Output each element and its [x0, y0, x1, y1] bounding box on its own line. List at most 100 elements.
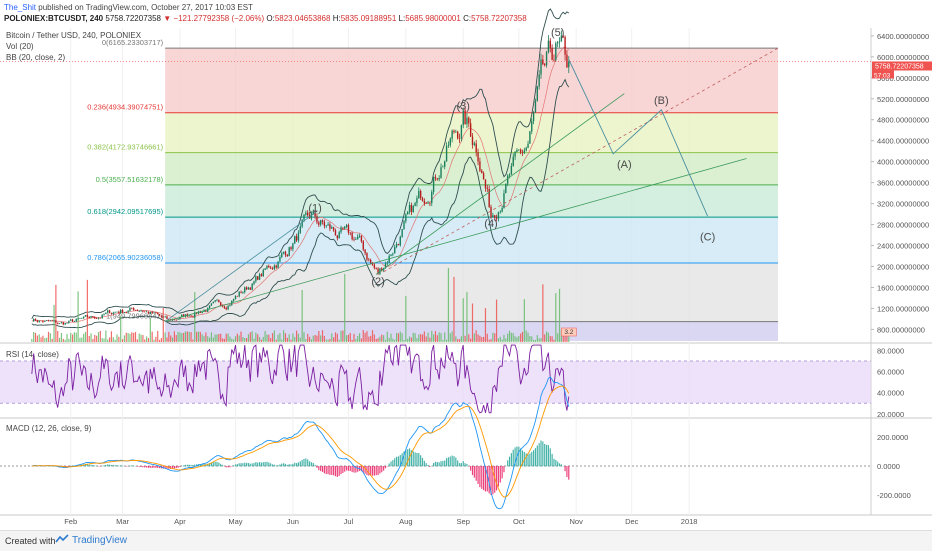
macd-histogram-bar — [192, 465, 193, 466]
volume-bar — [244, 338, 245, 342]
volume-bar — [411, 338, 412, 342]
candle-body — [303, 215, 304, 220]
volume-bar — [466, 292, 467, 342]
candle-body — [390, 255, 391, 256]
volume-bar — [268, 335, 269, 342]
volume-bar — [526, 330, 527, 342]
macd-histogram-bar — [392, 460, 393, 466]
chart-title-legend[interactable]: Bitcoin / Tether USD, 240, POLONIEX — [6, 31, 141, 40]
bollinger-legend[interactable]: BB (20, close, 2) — [6, 53, 65, 62]
fib-zone — [165, 153, 778, 185]
candle-body — [301, 220, 302, 227]
candle-body — [322, 220, 323, 221]
volume-bar — [440, 333, 441, 342]
volume-bar — [129, 334, 130, 342]
volume-bar — [133, 333, 134, 342]
macd-histogram-bar — [463, 461, 464, 466]
chart-canvas[interactable]: 0(6165.23303717)0.236(4934.39074751)0.38… — [0, 0, 932, 530]
volume-bar — [331, 333, 332, 342]
volume-bar — [479, 336, 480, 342]
ohlc-close-label: C: — [463, 14, 471, 23]
macd-histogram-bar — [150, 466, 151, 468]
macd-histogram-bar — [479, 466, 480, 487]
candle-body — [127, 311, 128, 313]
candle-body — [266, 266, 267, 269]
rsi-legend[interactable]: RSI (14, close) — [6, 350, 59, 359]
volume-bar — [437, 335, 438, 342]
macd-legend[interactable]: MACD (12, 26, close, 9) — [6, 424, 91, 433]
volume-bar — [239, 335, 240, 342]
macd-histogram-bar — [318, 466, 319, 470]
volume-bar — [500, 337, 501, 342]
candle-body — [126, 312, 127, 313]
macd-histogram-bar — [235, 464, 236, 466]
volume-bar — [237, 334, 238, 342]
macd-histogram-bar — [227, 466, 228, 467]
macd-histogram-bar — [220, 464, 221, 466]
macd-histogram-bar — [327, 466, 328, 474]
macd-histogram-bar — [452, 456, 453, 467]
candle-body — [139, 311, 140, 312]
volume-bar — [335, 332, 336, 342]
volume-bar — [87, 280, 88, 342]
volume-bar — [357, 336, 358, 342]
macd-histogram-bar — [118, 466, 119, 467]
volume-bar — [296, 331, 297, 342]
candle-body — [92, 316, 93, 317]
candle-body — [457, 132, 458, 139]
macd-histogram-bar — [331, 466, 332, 475]
candle-body — [250, 288, 251, 290]
macd-histogram-bar — [500, 466, 501, 483]
volume-bar — [476, 330, 477, 342]
candle-body — [340, 227, 341, 232]
macd-histogram-bar — [466, 464, 467, 466]
volume-bar — [103, 338, 104, 342]
macd-histogram-bar — [229, 466, 230, 467]
volume-bar — [431, 331, 432, 342]
tradingview-brand[interactable]: TradingView — [72, 535, 127, 546]
volume-bar — [483, 337, 484, 342]
candle-body — [94, 317, 95, 318]
volume-bar — [144, 339, 145, 342]
volume-bar — [118, 337, 119, 342]
volume-bar — [520, 334, 521, 342]
volume-bar — [387, 332, 388, 342]
price-tick-label: 6400.00000000 — [877, 32, 929, 41]
volume-bar — [464, 336, 465, 342]
volume-bar — [472, 304, 473, 342]
candle-body — [300, 227, 301, 233]
macd-histogram-bar — [461, 463, 462, 466]
candle-body — [53, 320, 54, 321]
volume-bar — [85, 332, 86, 342]
candle-body — [431, 192, 432, 203]
candle-body — [400, 237, 401, 245]
ohlc-open-label: O: — [266, 14, 274, 23]
candle-body — [118, 312, 119, 313]
macd-histogram-bar — [344, 466, 345, 472]
author-link[interactable]: The_Shit — [4, 3, 36, 12]
candle-body — [388, 256, 389, 263]
candle-body — [111, 313, 112, 314]
candle-body — [448, 145, 449, 146]
macd-histogram-bar — [557, 462, 558, 467]
macd-histogram-bar — [242, 463, 243, 466]
volume-bar — [507, 334, 508, 342]
volume-bar — [177, 332, 178, 342]
volume-bar — [290, 340, 291, 342]
volume-legend[interactable]: Vol (20) — [6, 42, 34, 51]
candle-body — [544, 64, 545, 65]
candle-body — [44, 321, 45, 322]
volume-bar — [368, 337, 369, 342]
macd-histogram-bar — [153, 466, 154, 468]
volume-bar — [398, 333, 399, 342]
volume-bar — [89, 336, 90, 342]
volume-bar — [65, 340, 66, 342]
macd-histogram-bar — [383, 466, 384, 471]
candle-body — [392, 253, 393, 254]
volume-bar — [394, 340, 395, 342]
price-tick-label: 800.00000000 — [877, 325, 925, 334]
volume-bar — [433, 334, 434, 342]
candle-body — [40, 321, 41, 322]
macd-histogram-bar — [129, 466, 130, 467]
candle-body — [46, 320, 47, 321]
